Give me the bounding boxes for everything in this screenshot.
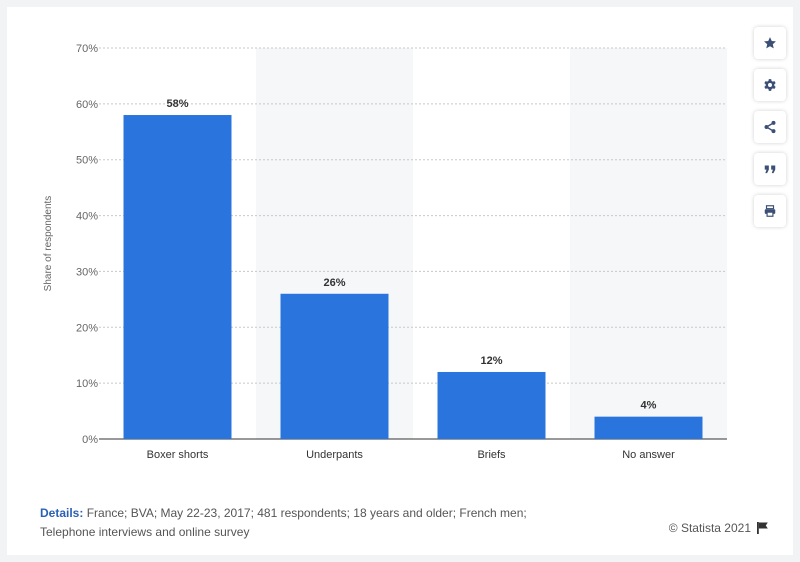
bar xyxy=(123,115,232,440)
x-tick-label: Briefs xyxy=(477,449,506,461)
y-tick-label: 50% xyxy=(76,155,98,167)
credit-text: © Statista 2021 xyxy=(668,521,751,535)
y-tick-label: 60% xyxy=(76,99,98,111)
bar xyxy=(594,416,703,439)
toolbar xyxy=(754,27,790,237)
share-button[interactable] xyxy=(754,111,786,143)
details-label: Details: xyxy=(40,506,84,520)
details-text-line1: France; BVA; May 22-23, 2017; 481 respon… xyxy=(86,506,527,520)
category-band xyxy=(570,48,727,439)
settings-button[interactable] xyxy=(754,69,786,101)
flag-icon xyxy=(757,522,768,534)
statista-credit[interactable]: © Statista 2021 xyxy=(669,521,768,535)
x-tick-label: Boxer shorts xyxy=(147,449,209,461)
data-label: 26% xyxy=(323,277,345,289)
y-tick-label: 70% xyxy=(76,43,98,55)
data-label: 4% xyxy=(641,400,657,412)
y-tick-label: 20% xyxy=(76,322,98,334)
quote-icon xyxy=(764,165,776,174)
favorite-button[interactable] xyxy=(754,27,786,59)
bar xyxy=(437,371,546,439)
star-icon xyxy=(764,37,776,49)
share-icon xyxy=(764,120,776,134)
y-axis-title: Share of respondents xyxy=(43,196,54,292)
bar-chart: 0% 10% 20% 30% 40% 50% 60% 70% 58% Boxer shorts 26… xyxy=(43,43,727,461)
x-tick-label: No answer xyxy=(622,449,675,461)
source-details: Details: France; BVA; May 22-23, 2017; 4… xyxy=(40,504,580,542)
details-text-line2: Telephone interviews and online survey xyxy=(40,525,250,539)
cite-button[interactable] xyxy=(754,153,786,185)
y-tick-label: 0% xyxy=(82,434,98,446)
x-tick-label: Underpants xyxy=(306,449,363,461)
y-tick-label: 40% xyxy=(76,211,98,223)
y-tick-label: 30% xyxy=(76,266,98,278)
bar xyxy=(280,293,389,439)
chart-card: 0% 10% 20% 30% 40% 50% 60% 70% 58% Boxer shorts 26… xyxy=(7,7,793,555)
gear-icon xyxy=(764,79,776,91)
data-label: 58% xyxy=(166,98,188,110)
print-icon xyxy=(764,205,776,217)
data-label: 12% xyxy=(480,355,502,367)
print-button[interactable] xyxy=(754,195,786,227)
y-tick-label: 10% xyxy=(76,378,98,390)
